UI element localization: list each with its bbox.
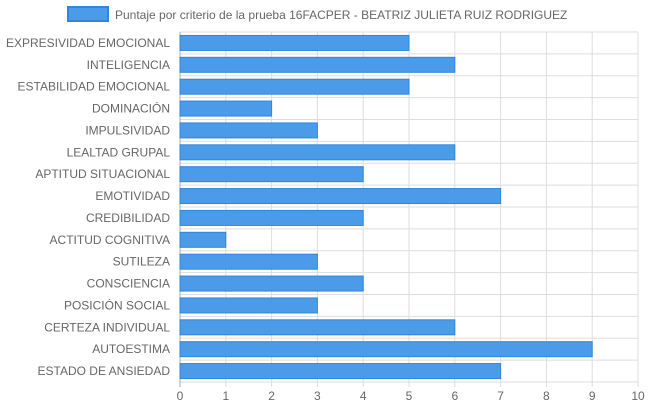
category-label: DOMINACIÓN <box>92 101 170 116</box>
bar[interactable] <box>179 56 456 73</box>
x-tick-label: 10 <box>631 389 645 403</box>
category-label: INTELIGENCIA <box>87 58 170 72</box>
category-label: CONSCIENCIA <box>87 277 170 291</box>
bars <box>179 34 593 380</box>
bar[interactable] <box>179 122 318 139</box>
category-label: LEALTAD GRUPAL <box>67 145 171 159</box>
x-tick-label: 9 <box>589 389 596 403</box>
bar[interactable] <box>179 78 410 95</box>
category-label: IMPULSIVIDAD <box>85 123 170 137</box>
category-label: SUTILEZA <box>113 255 170 269</box>
category-label: CERTEZA INDIVIDUAL <box>44 320 170 334</box>
bar[interactable] <box>179 341 593 358</box>
category-label: EXPRESIVIDAD EMOCIONAL <box>6 36 170 50</box>
x-tick-label: 3 <box>314 389 321 403</box>
x-tick-label: 0 <box>177 389 184 403</box>
bar[interactable] <box>179 188 502 205</box>
bar[interactable] <box>179 363 502 380</box>
category-label: POSICIÓN SOCIAL <box>64 297 170 312</box>
legend-swatch <box>67 6 109 22</box>
category-label: ESTADO DE ANSIEDAD <box>38 364 171 378</box>
bar[interactable] <box>179 34 410 51</box>
category-label: AUTOESTIMA <box>92 342 170 356</box>
x-tick-label: 5 <box>406 389 413 403</box>
category-labels: EXPRESIVIDAD EMOCIONAL INTELIGENCIA ESTABI… <box>6 36 170 378</box>
category-label: ESTABILIDAD EMOCIONAL <box>18 80 171 94</box>
bar[interactable] <box>179 166 364 183</box>
x-tick-label: 4 <box>360 389 367 403</box>
bar[interactable] <box>179 144 456 161</box>
category-label: CREDIBILIDAD <box>86 211 170 225</box>
bar[interactable] <box>179 275 364 292</box>
category-label: APTITUD SITUACIONAL <box>35 167 170 181</box>
bar[interactable] <box>179 100 273 117</box>
bar[interactable] <box>179 319 456 336</box>
bar[interactable] <box>179 231 227 248</box>
x-tick-label: 6 <box>451 389 458 403</box>
x-tick-label: 7 <box>497 389 504 403</box>
bar[interactable] <box>179 209 364 226</box>
x-tick-label: 8 <box>543 389 550 403</box>
bar[interactable] <box>179 253 318 270</box>
legend[interactable]: Puntaje por criterio de la prueba 16FACP… <box>67 6 567 22</box>
x-axis-tick-labels: 0 1 2 3 4 5 6 7 8 9 10 <box>177 389 645 403</box>
bar[interactable] <box>179 297 318 314</box>
category-label: ACTITUD COGNITIVA <box>50 233 170 247</box>
legend-label: Puntaje por criterio de la prueba 16FACP… <box>115 8 567 22</box>
x-tick-label: 2 <box>268 389 275 403</box>
x-tick-label: 1 <box>222 389 229 403</box>
category-label: EMOTIVIDAD <box>95 189 170 203</box>
